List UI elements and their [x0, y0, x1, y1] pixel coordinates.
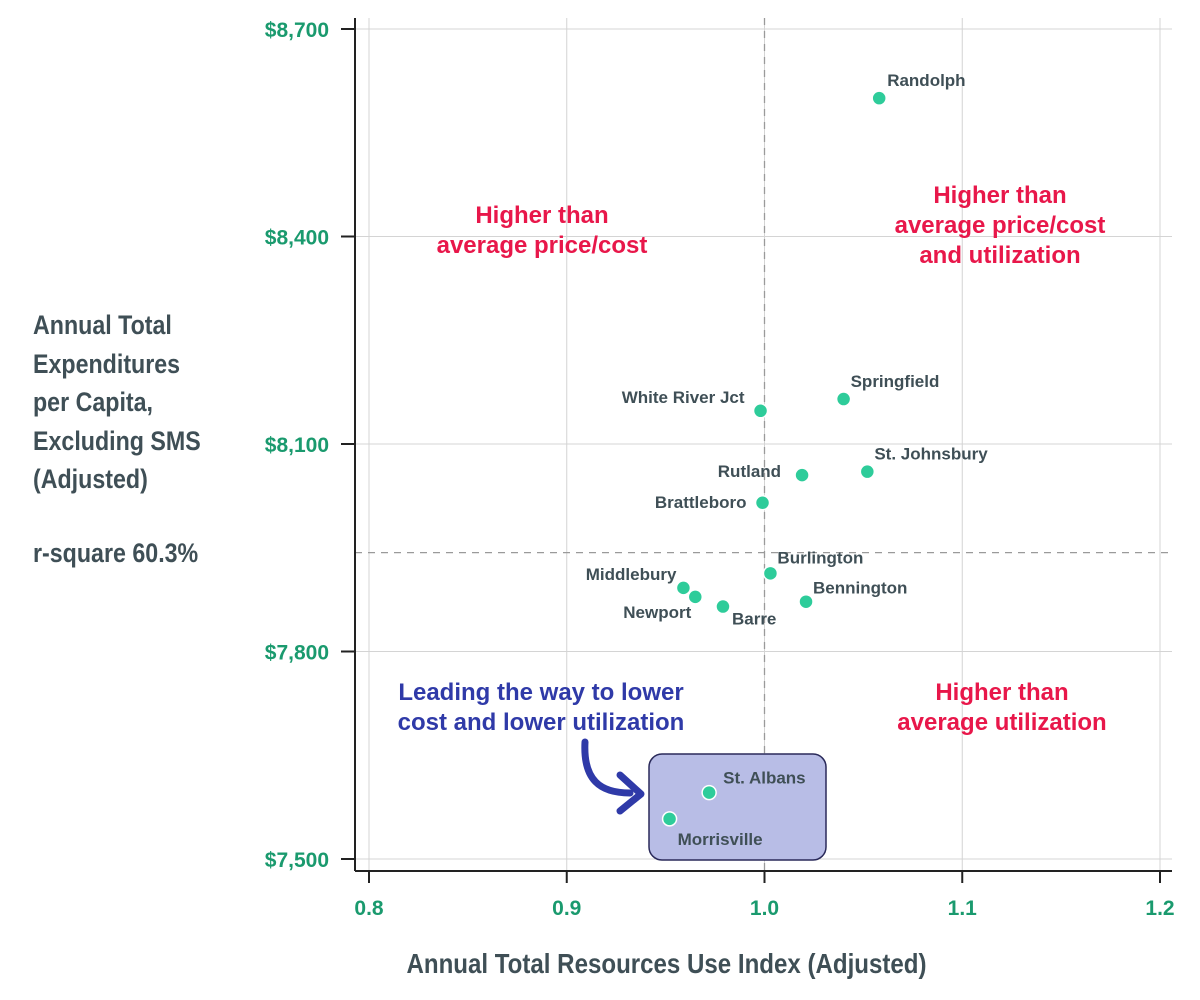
data-point-label: Rutland	[718, 462, 781, 481]
axes	[341, 18, 1172, 883]
y-axis-title-line: (Adjusted)	[33, 464, 148, 494]
y-tick-label: $8,700	[265, 19, 329, 42]
annotation-upper-right: and utilization	[919, 242, 1080, 269]
data-point	[701, 784, 717, 801]
highlight-arrow	[581, 738, 634, 797]
data-point-label: Barre	[732, 610, 776, 629]
highlight-box-group	[581, 738, 827, 861]
annotation-lower-left: Leading the way to lower	[398, 679, 683, 706]
data-point-label: Randolph	[887, 71, 965, 90]
data-points: Randolph Springfield White River Jct St. Jo…	[586, 71, 988, 849]
annotation-lower-left: cost and lower utilization	[398, 709, 685, 736]
data-point	[715, 598, 731, 615]
y-axis-title-line: per Capita,	[33, 387, 154, 417]
annotation-lower-right: Higher than	[935, 679, 1068, 706]
data-point	[675, 580, 692, 596]
highlight-box	[648, 753, 827, 861]
reference-lines	[355, 18, 1172, 871]
data-point	[871, 90, 887, 106]
x-tick-label: 1.2	[1145, 897, 1174, 920]
x-tick-label: 1.1	[948, 897, 978, 920]
data-point	[687, 589, 704, 605]
data-point	[661, 811, 678, 827]
data-point-label: Newport	[623, 603, 691, 622]
data-point-label: Middlebury	[586, 565, 677, 584]
data-point-label: St. Johnsbury	[874, 445, 988, 464]
x-tick-label: 0.9	[552, 897, 581, 920]
data-point	[754, 495, 771, 511]
r-square-label: r-square 60.3%	[33, 538, 199, 568]
data-point-label: Springfield	[851, 372, 940, 391]
data-point-label: White River Jct	[622, 388, 745, 407]
data-point-label: Bennington	[813, 579, 907, 598]
data-point-label: Burlington	[777, 548, 863, 567]
data-point-label: St. Albans	[723, 769, 806, 788]
data-point-label: Brattleboro	[655, 493, 747, 512]
grid-lines	[355, 18, 1172, 871]
y-tick-label: $8,100	[265, 434, 329, 457]
y-axis-title: Annual Total Expenditures per Capita, Ex…	[33, 306, 231, 499]
annotation-lower-right: average utilization	[897, 709, 1106, 736]
y-tick-label: $7,500	[265, 849, 329, 872]
annotation-upper-left: average price/cost	[437, 232, 648, 259]
data-point	[752, 403, 769, 419]
x-axis-title: Annual Total Resources Use Index (Adjust…	[406, 948, 927, 979]
tick-labels: $7,500 $7,800 $8,100 $8,400 $8,700 0.8 0.9 1.0 1…	[265, 19, 1175, 920]
data-point	[794, 467, 810, 483]
y-tick-label: $8,400	[265, 227, 329, 250]
data-point	[835, 391, 852, 407]
data-point	[798, 593, 814, 610]
annotation-upper-right: average price/cost	[895, 212, 1106, 239]
data-point-label: Morrisville	[678, 830, 763, 849]
annotation-upper-left: Higher than	[475, 202, 608, 229]
annotation-upper-right: Higher than	[933, 182, 1066, 209]
y-axis-title-line: Annual Total	[33, 310, 172, 340]
quadrant-annotations: Higher than average price/cost Higher than…	[398, 182, 1107, 736]
x-tick-label: 0.8	[354, 897, 384, 920]
y-axis-title-line: Excluding SMS	[33, 425, 201, 456]
x-tick-label: 1.0	[750, 897, 779, 920]
data-point	[762, 565, 779, 582]
highlight-arrow-head	[616, 771, 645, 815]
y-axis-title-line: Expenditures	[33, 348, 181, 379]
data-point	[859, 463, 876, 480]
y-tick-label: $7,800	[265, 642, 329, 665]
